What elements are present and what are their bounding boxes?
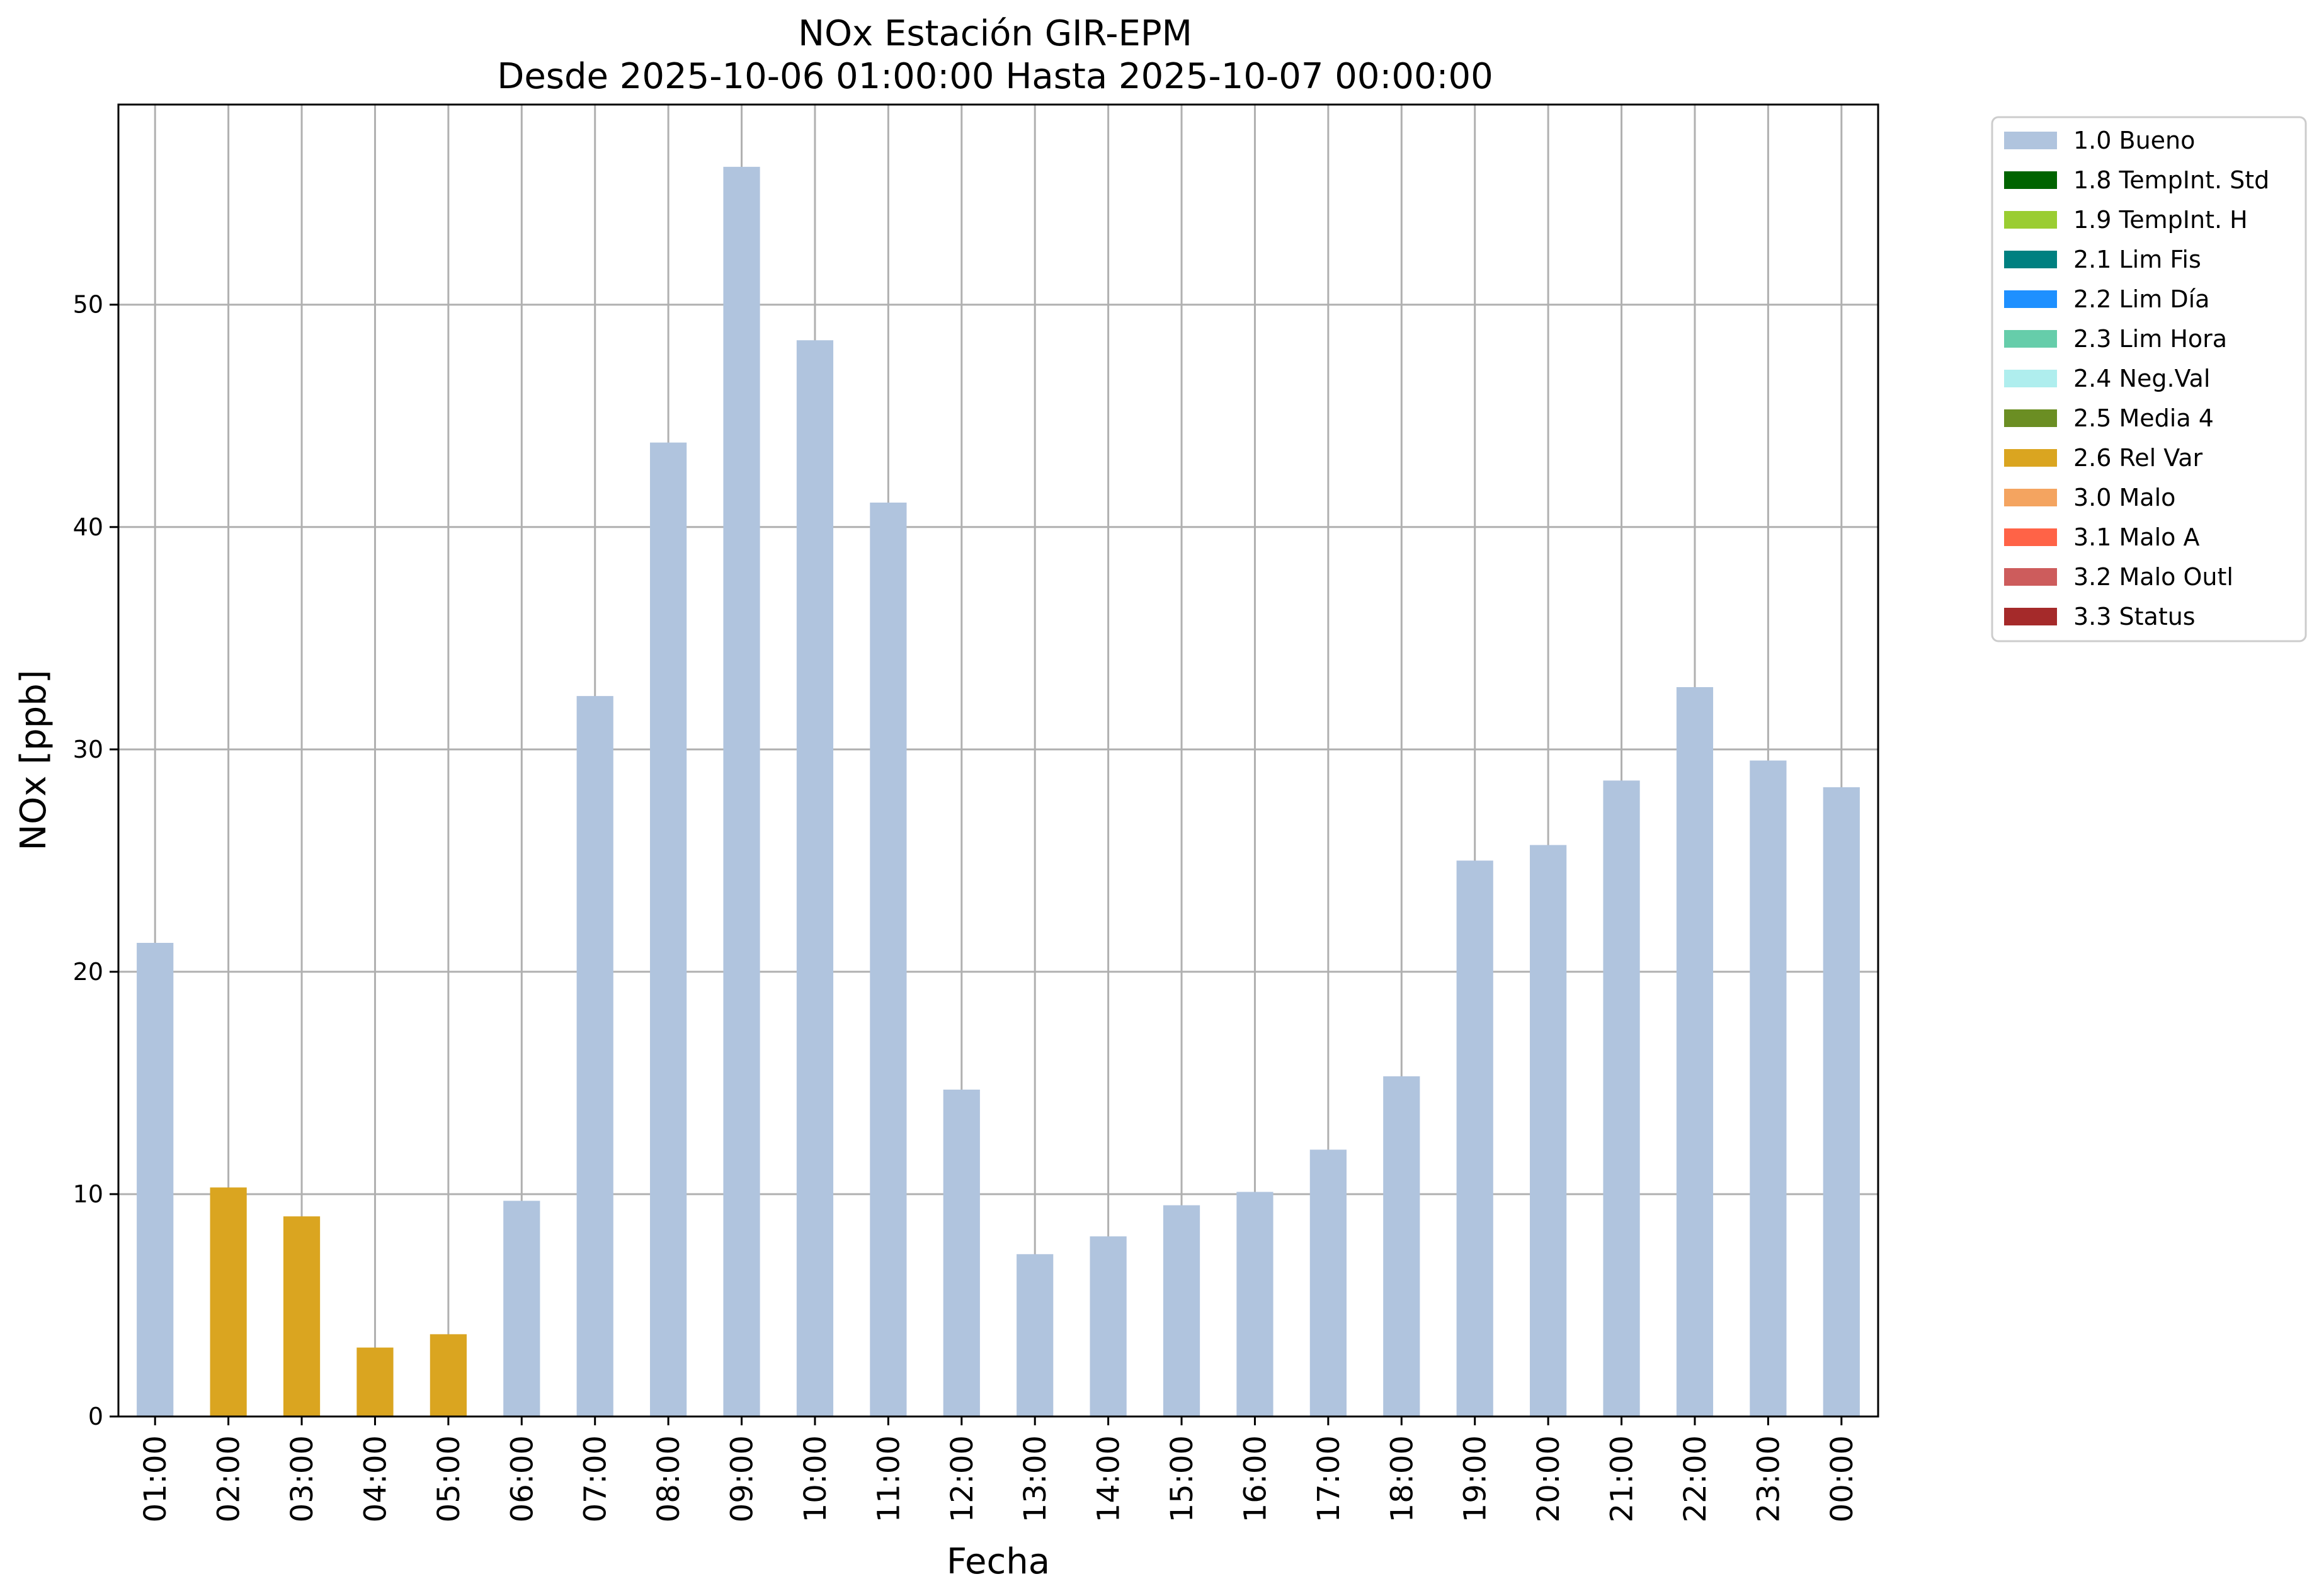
- legend-swatch: [2004, 489, 2057, 506]
- x-tick-label: 23:00: [1751, 1435, 1786, 1522]
- x-tick-label: 10:00: [798, 1435, 833, 1522]
- bar-0100: [137, 943, 174, 1416]
- legend-swatch: [2004, 608, 2057, 625]
- x-tick-label: 03:00: [285, 1435, 320, 1522]
- x-tick-label: 04:00: [358, 1435, 393, 1522]
- x-axis: 01:00 02:00 03:00 04:00 05:00 06:00 07:00 08:00…: [138, 1416, 1860, 1522]
- legend-frame: [1991, 116, 2307, 642]
- y-tick-label: 40: [73, 513, 103, 541]
- bar-1300: [1017, 1254, 1054, 1416]
- x-tick-label: 08:00: [651, 1435, 687, 1522]
- y-tick-label: 0: [88, 1403, 103, 1430]
- x-tick-label: 12:00: [945, 1435, 980, 1522]
- bar-0300: [283, 1216, 321, 1416]
- legend-swatch: [2004, 330, 2057, 348]
- legend-swatch: [2004, 251, 2057, 268]
- x-tick-label: 21:00: [1605, 1435, 1640, 1522]
- legend-label: 2.3 Lim Hora: [2073, 325, 2227, 353]
- y-tick-label: 20: [73, 958, 103, 986]
- x-axis-label: Fecha: [947, 1541, 1050, 1582]
- x-tick-label: 01:00: [138, 1435, 173, 1522]
- bar-2200: [1676, 687, 1714, 1416]
- x-tick-label: 17:00: [1311, 1435, 1347, 1522]
- bar-0800: [650, 442, 687, 1417]
- legend-swatch: [2004, 409, 2057, 427]
- legend-label: 2.2 Lim Día: [2073, 285, 2209, 313]
- x-tick-label: 22:00: [1678, 1435, 1713, 1522]
- legend-label: 1.9 TempInt. H: [2073, 206, 2248, 234]
- x-tick-label: 16:00: [1238, 1435, 1273, 1522]
- x-tick-label: 20:00: [1531, 1435, 1566, 1522]
- legend-label: 2.6 Rel Var: [2073, 444, 2203, 472]
- legend-label: 1.0 Bueno: [2073, 127, 2195, 154]
- bar-1500: [1163, 1205, 1200, 1416]
- bar-1800: [1383, 1076, 1420, 1416]
- x-tick-label: 13:00: [1018, 1435, 1053, 1522]
- bar-0900: [723, 166, 760, 1416]
- y-tick-label: 50: [73, 291, 103, 319]
- x-tick-label: 06:00: [504, 1435, 540, 1522]
- x-tick-label: 00:00: [1825, 1435, 1860, 1522]
- x-tick-label: 14:00: [1091, 1435, 1127, 1522]
- bar-1400: [1090, 1236, 1127, 1416]
- bar-0600: [503, 1200, 540, 1416]
- bar-0200: [210, 1187, 247, 1416]
- x-tick-label: 15:00: [1165, 1435, 1200, 1522]
- bar-1700: [1309, 1149, 1347, 1416]
- y-axis: 0 10 20 30 40 50: [73, 291, 118, 1430]
- chart-subtitle: Desde 2025-10-06 01:00:00 Hasta 2025-10-…: [497, 56, 1493, 97]
- legend-swatch: [2004, 568, 2057, 586]
- bar-1100: [870, 502, 907, 1417]
- legend-label: 2.5 Media 4: [2073, 404, 2214, 432]
- legend-swatch: [2004, 449, 2057, 467]
- bar-0700: [576, 696, 613, 1416]
- bar-0500: [430, 1334, 467, 1416]
- x-tick-label: 18:00: [1384, 1435, 1420, 1522]
- x-tick-label: 07:00: [578, 1435, 613, 1522]
- legend-swatch: [2004, 211, 2057, 229]
- legend-label: 2.4 Neg.Val: [2073, 365, 2210, 392]
- x-tick-label: 11:00: [871, 1435, 906, 1522]
- legend-label: 2.1 Lim Fis: [2073, 246, 2201, 273]
- y-tick-label: 30: [73, 736, 103, 763]
- legend-label: 3.2 Malo Outl: [2073, 563, 2233, 591]
- y-tick-label: 10: [73, 1180, 103, 1208]
- bar-1600: [1236, 1192, 1273, 1416]
- x-tick-label: 02:00: [212, 1435, 247, 1522]
- chart-title: NOx Estación GIR-EPM: [798, 13, 1192, 54]
- legend-label: 3.0 Malo: [2073, 484, 2175, 511]
- legend-swatch: [2004, 171, 2057, 189]
- bar-2100: [1603, 780, 1640, 1416]
- bar-1900: [1456, 860, 1493, 1416]
- bar-0400: [356, 1347, 394, 1416]
- x-tick-label: 05:00: [431, 1435, 467, 1522]
- plot-frame: [117, 103, 1879, 1418]
- bars-layer: [137, 166, 1860, 1417]
- legend-label: 3.3 Status: [2073, 603, 2196, 630]
- bar-2300: [1750, 760, 1787, 1416]
- legend-label: 3.1 Malo A: [2073, 523, 2199, 551]
- x-tick-label: 19:00: [1458, 1435, 1493, 1522]
- legend-swatch: [2004, 290, 2057, 308]
- y-axis-label: NOx [ppb]: [13, 670, 54, 850]
- legend-label: 1.8 TempInt. Std: [2073, 166, 2269, 194]
- legend-swatch: [2004, 370, 2057, 387]
- bar-0000: [1823, 787, 1860, 1416]
- legend-swatch: [2004, 528, 2057, 546]
- x-tick-label: 09:00: [725, 1435, 760, 1522]
- bar-2000: [1530, 845, 1567, 1416]
- bar-1000: [796, 340, 834, 1416]
- legend: 1.0 Bueno 1.8 TempInt. Std 1.9 TempInt. H 2…: [1991, 116, 2307, 642]
- legend-swatch: [2004, 132, 2057, 149]
- bar-1200: [943, 1090, 980, 1416]
